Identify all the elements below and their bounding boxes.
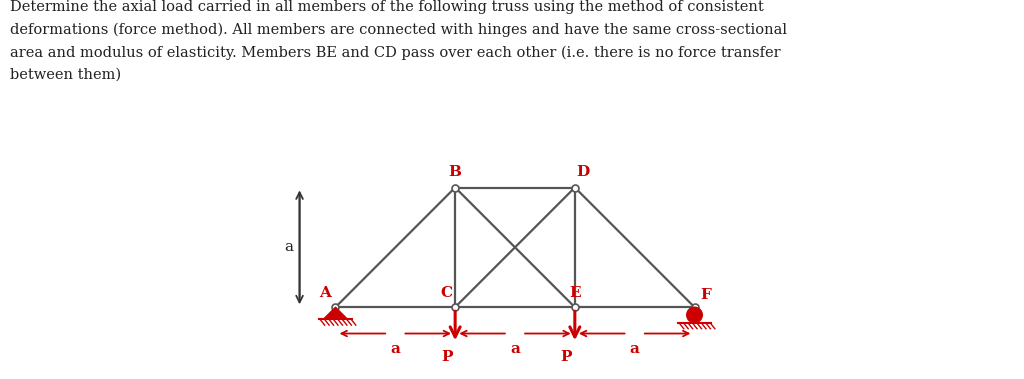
Text: a: a [390, 342, 400, 356]
Text: D: D [577, 165, 590, 179]
Text: P: P [441, 350, 453, 364]
Text: a: a [630, 342, 640, 356]
Text: a: a [285, 240, 293, 254]
Text: P: P [561, 350, 572, 364]
Text: a: a [510, 342, 520, 356]
Text: Determine the axial load carried in all members of the following truss using the: Determine the axial load carried in all … [10, 0, 787, 82]
Polygon shape [324, 307, 347, 319]
Text: F: F [699, 288, 711, 302]
Circle shape [687, 307, 702, 323]
Text: B: B [449, 165, 462, 179]
Text: E: E [569, 286, 581, 300]
Text: A: A [318, 286, 331, 300]
Text: C: C [440, 286, 453, 300]
